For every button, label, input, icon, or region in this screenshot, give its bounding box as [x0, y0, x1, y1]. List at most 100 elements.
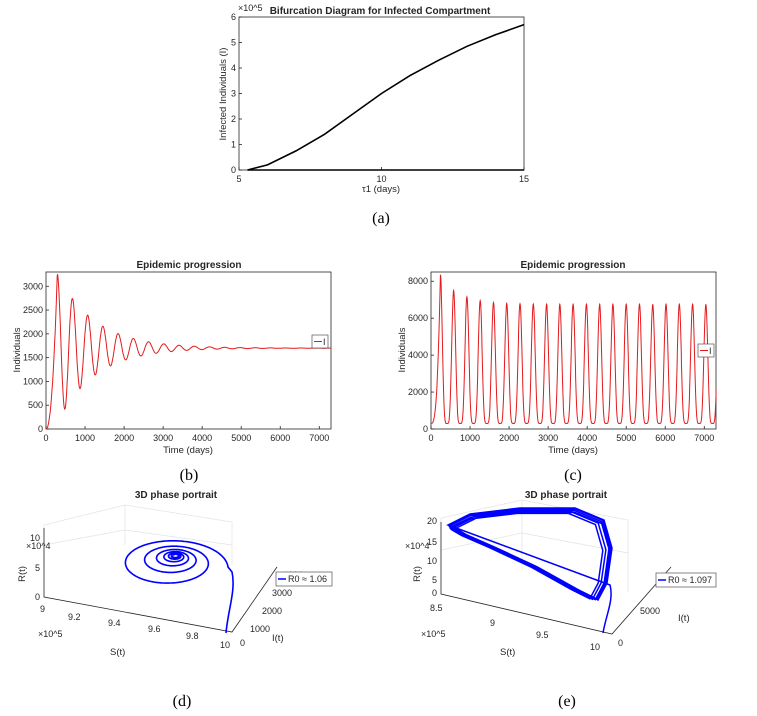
- panel-e-x-tick: 10: [590, 642, 600, 652]
- panel-e-z-tick: 20: [427, 516, 437, 526]
- panel-e-back-grid-right: [521, 499, 629, 592]
- panel-b-axes-frame: [45, 271, 332, 430]
- panel-e-z-tick: 5: [432, 575, 437, 585]
- panel-c-series: [430, 274, 717, 424]
- panel-d-z-ticks: 0 5 10: [30, 533, 40, 602]
- c-x-tick-label: 3000: [538, 433, 558, 443]
- panel-b-legend: I: [311, 334, 329, 349]
- b-y-tick-label: 2000: [23, 329, 43, 339]
- panel-d: 3D phase portrait ×10^4 0 5 10 9 9.2 9.4…: [17, 490, 333, 710]
- a-y-tick-label: 6: [231, 12, 236, 22]
- panel-d-title: 3D phase portrait: [135, 490, 218, 501]
- panel-a-y-ticks: 0 1 2 3 4 5 6: [231, 12, 242, 175]
- panel-c-y-ticks: 0 2000 4000 6000 8000: [408, 276, 434, 434]
- panel-b-series-line-I: [45, 274, 331, 430]
- panel-e-legend-box: [655, 572, 717, 588]
- panel-d-y-tick: 1000: [250, 624, 270, 634]
- panel-b-title: Epidemic progression: [136, 260, 241, 271]
- c-x-tick-label: 2000: [499, 433, 519, 443]
- a-y-tick-label: 2: [231, 114, 236, 124]
- a-y-tick-label: 0: [231, 165, 236, 175]
- panel-d-z-tick: 10: [30, 533, 40, 543]
- panel-d-z-tick: 5: [35, 563, 40, 573]
- panel-d-x-tick: 9: [40, 604, 45, 614]
- panel-c-legend: I: [697, 343, 715, 358]
- b-x-tick-label: 6000: [270, 433, 290, 443]
- panel-e-trajectory: [446, 507, 613, 634]
- panel-e-z-ticks: 0 5 10 15 20: [427, 516, 437, 598]
- panel-e-z-label: R(t): [412, 566, 423, 582]
- panel-d-legend-box: [275, 571, 333, 587]
- panel-e-x-tick: 9: [490, 618, 495, 628]
- b-x-tick-label: 4000: [192, 433, 212, 443]
- panel-b-y-ticks: 0 500 1000 1500 2000 2500 3000: [23, 281, 49, 434]
- panel-c-axes-frame: [430, 271, 717, 430]
- panel-c-caption: (c): [564, 467, 582, 484]
- panel-e-y-label: I(t): [678, 613, 690, 624]
- b-y-tick-label: 3000: [23, 281, 43, 291]
- b-y-tick-label: 500: [28, 400, 43, 410]
- panel-d-x-tick: 10: [220, 640, 230, 650]
- b-y-tick-label: 0: [38, 424, 43, 434]
- panel-e-axis-lines: [440, 522, 672, 635]
- panel-c-x-ticks: 0 1000 2000 3000 4000 5000 6000 7000: [428, 426, 714, 443]
- b-x-tick-label: 1000: [75, 433, 95, 443]
- panel-c-series-line-I: [430, 274, 717, 424]
- b-x-tick-label: 0: [43, 433, 48, 443]
- panel-b-series: [45, 274, 331, 430]
- panel-a-caption: (a): [372, 210, 390, 227]
- panel-e-x-label: S(t): [500, 647, 515, 658]
- panel-a-y-label: Infected Individuals (I): [218, 48, 229, 141]
- panel-d-trajectory: [124, 540, 234, 634]
- panel-e-y-tick: 0: [618, 638, 623, 648]
- b-x-tick-label: 2000: [114, 433, 134, 443]
- b-y-tick-label: 1500: [23, 353, 43, 363]
- panel-d-legend-label: R0 ≈ 1.06: [288, 574, 327, 584]
- a-y-tick-label: 3: [231, 89, 236, 99]
- panel-d-axis-lines: [43, 528, 278, 633]
- panel-c-legend-label: I: [709, 346, 712, 356]
- panel-e-caption: (e): [558, 693, 576, 710]
- panel-d-z-tick: 0: [35, 592, 40, 602]
- c-y-tick-label: 6000: [408, 313, 428, 323]
- panel-e-z-tick: 0: [432, 588, 437, 598]
- panel-d-x-label: S(t): [110, 647, 125, 658]
- c-x-tick-label: 6000: [655, 433, 675, 443]
- panel-d-back-grid-left: [43, 504, 126, 565]
- panel-c-x-label: Time (days): [548, 445, 598, 456]
- c-x-tick-label: 1000: [460, 433, 480, 443]
- panel-d-grid-line: [43, 529, 126, 546]
- c-x-tick-label: 5000: [616, 433, 636, 443]
- b-y-tick-label: 2500: [23, 305, 43, 315]
- panel-b-x-label: Time (days): [163, 445, 213, 456]
- c-y-tick-label: 4000: [408, 350, 428, 360]
- panel-e-x-tick: 9.5: [536, 630, 549, 640]
- c-x-tick-label: 7000: [694, 433, 714, 443]
- panel-b: Epidemic progression 0 500 1000 1500 2000 250…: [12, 260, 332, 484]
- panel-d-z-exponent: ×10^4: [26, 541, 51, 551]
- panel-d-y-tick: 0: [240, 638, 245, 648]
- c-x-tick-label: 4000: [577, 433, 597, 443]
- panel-d-z-label: R(t): [17, 566, 28, 582]
- panel-d-back-grid-right: [124, 504, 233, 565]
- panel-e-title: 3D phase portrait: [525, 490, 608, 501]
- panel-e-y-tick: 5000: [640, 606, 660, 616]
- a-y-tick-label: 4: [231, 63, 236, 73]
- panel-d-x-exponent: ×10^5: [38, 629, 63, 639]
- panel-d-y-tick: 2000: [262, 606, 282, 616]
- panel-d-x-tick: 9.4: [108, 618, 121, 628]
- panel-d-axes-box: [43, 504, 278, 633]
- panel-e-x-exponent: ×10^5: [421, 629, 446, 639]
- panel-b-x-ticks: 0 1000 2000 3000 4000 5000 6000 7000: [43, 426, 329, 443]
- panel-e-z-exponent: ×10^4: [405, 541, 430, 551]
- panel-a-title: Bifurcation Diagram for Infected Compart…: [270, 6, 491, 17]
- panel-a-series-line-0: [247, 23, 525, 171]
- c-y-tick-label: 0: [423, 424, 428, 434]
- b-x-tick-label: 7000: [309, 433, 329, 443]
- panel-c: Epidemic progression 0 2000 4000 6000 8000 0…: [397, 260, 717, 484]
- panel-b-caption: (b): [180, 467, 199, 484]
- c-x-tick-label: 0: [428, 433, 433, 443]
- panel-a: Bifurcation Diagram for Infected Compart…: [218, 3, 529, 227]
- panel-e-z-tick: 10: [427, 556, 437, 566]
- panel-e-legend-label: R0 ≈ 1.097: [668, 575, 712, 585]
